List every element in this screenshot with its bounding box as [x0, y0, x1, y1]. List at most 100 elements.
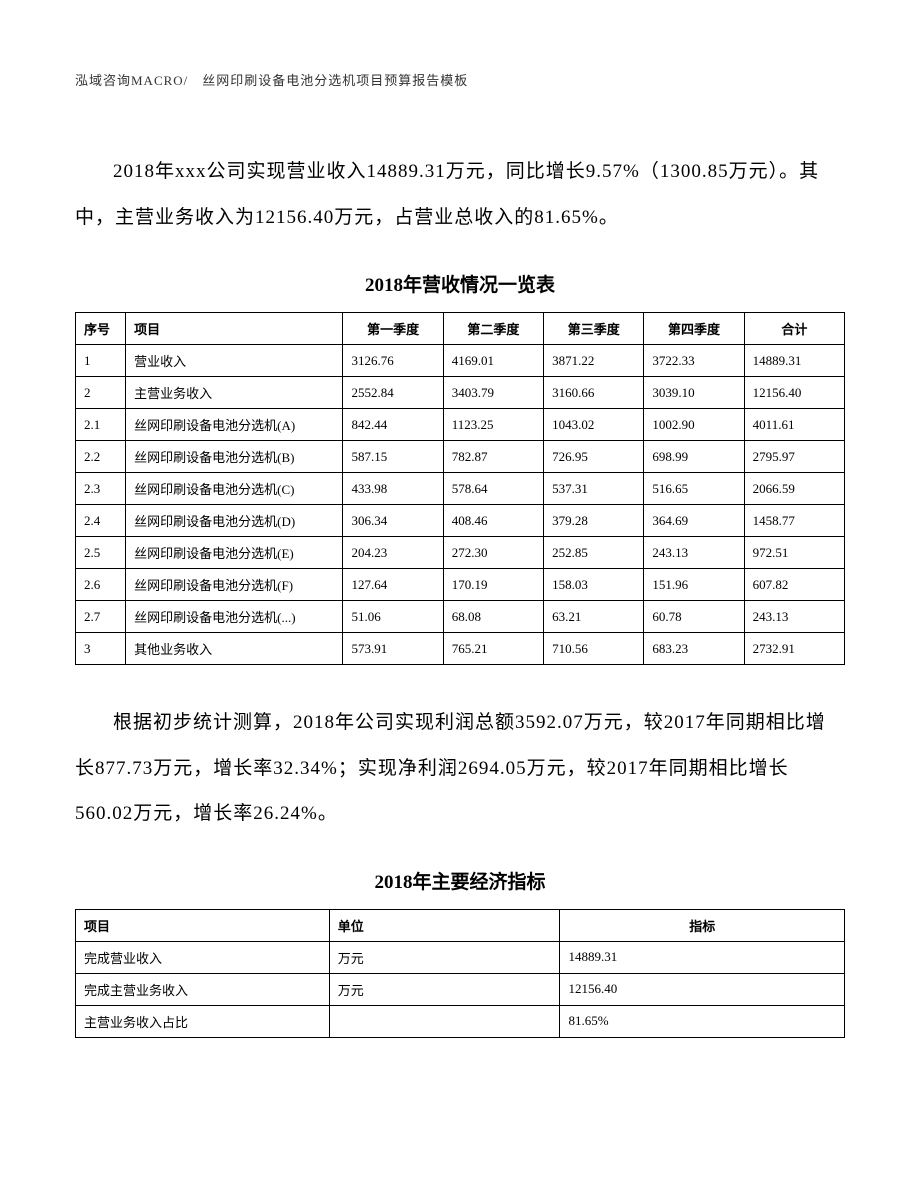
table-cell: 63.21	[544, 601, 644, 633]
table-cell: 972.51	[744, 537, 844, 569]
table-cell: 万元	[329, 941, 560, 973]
table-row: 完成营业收入万元14889.31	[76, 941, 845, 973]
table-cell: 丝网印刷设备电池分选机(...)	[126, 601, 343, 633]
table-cell: 516.65	[644, 473, 744, 505]
table-cell: 607.82	[744, 569, 844, 601]
table-cell: 14889.31	[560, 941, 845, 973]
col-q2: 第二季度	[443, 313, 543, 345]
table-cell: 2.1	[76, 409, 126, 441]
table-cell: 主营业务收入	[126, 377, 343, 409]
col-unit: 单位	[329, 909, 560, 941]
table-cell: 14889.31	[744, 345, 844, 377]
table-cell: 3126.76	[343, 345, 443, 377]
table-cell: 306.34	[343, 505, 443, 537]
table-row: 2.2丝网印刷设备电池分选机(B)587.15782.87726.95698.9…	[76, 441, 845, 473]
table-cell: 3722.33	[644, 345, 744, 377]
col-q3: 第三季度	[544, 313, 644, 345]
table-cell: 252.85	[544, 537, 644, 569]
table-row: 完成主营业务收入万元12156.40	[76, 973, 845, 1005]
table-cell: 丝网印刷设备电池分选机(C)	[126, 473, 343, 505]
col-serial: 序号	[76, 313, 126, 345]
table-cell: 3039.10	[644, 377, 744, 409]
table-row: 3其他业务收入573.91765.21710.56683.232732.91	[76, 633, 845, 665]
table-cell: 151.96	[644, 569, 744, 601]
table-cell: 营业收入	[126, 345, 343, 377]
table-cell: 3871.22	[544, 345, 644, 377]
table-cell: 408.46	[443, 505, 543, 537]
table-row: 2.7丝网印刷设备电池分选机(...)51.0668.0863.2160.782…	[76, 601, 845, 633]
table-header-row: 项目 单位 指标	[76, 909, 845, 941]
table-cell: 2.4	[76, 505, 126, 537]
table-cell: 丝网印刷设备电池分选机(F)	[126, 569, 343, 601]
table-cell: 2.3	[76, 473, 126, 505]
table-cell: 433.98	[343, 473, 443, 505]
col-q1: 第一季度	[343, 313, 443, 345]
table-row: 2.6丝网印刷设备电池分选机(F)127.64170.19158.03151.9…	[76, 569, 845, 601]
table-cell: 782.87	[443, 441, 543, 473]
revenue-table: 序号 项目 第一季度 第二季度 第三季度 第四季度 合计 1营业收入3126.7…	[75, 312, 845, 665]
table-cell: 81.65%	[560, 1005, 845, 1037]
table-cell: 丝网印刷设备电池分选机(A)	[126, 409, 343, 441]
table-cell: 2552.84	[343, 377, 443, 409]
table-cell: 4011.61	[744, 409, 844, 441]
table-cell: 243.13	[744, 601, 844, 633]
table-header-row: 序号 项目 第一季度 第二季度 第三季度 第四季度 合计	[76, 313, 845, 345]
table-cell: 其他业务收入	[126, 633, 343, 665]
table2-body: 完成营业收入万元14889.31完成主营业务收入万元12156.40主营业务收入…	[76, 941, 845, 1037]
table-cell: 60.78	[644, 601, 744, 633]
table-cell: 364.69	[644, 505, 744, 537]
table-cell: 2.7	[76, 601, 126, 633]
table-cell: 765.21	[443, 633, 543, 665]
table-cell: 2	[76, 377, 126, 409]
table-cell: 4169.01	[443, 345, 543, 377]
table-cell: 1123.25	[443, 409, 543, 441]
table-cell	[329, 1005, 560, 1037]
table-cell: 587.15	[343, 441, 443, 473]
col-q4: 第四季度	[644, 313, 744, 345]
table-cell: 726.95	[544, 441, 644, 473]
paragraph-1: 2018年xxx公司实现营业收入14889.31万元，同比增长9.57%（130…	[75, 149, 845, 240]
document-header: 泓域咨询MACRO/ 丝网印刷设备电池分选机项目预算报告模板	[75, 70, 845, 89]
table-cell: 12156.40	[560, 973, 845, 1005]
table-cell: 1	[76, 345, 126, 377]
table-cell: 3403.79	[443, 377, 543, 409]
table-cell: 主营业务收入占比	[76, 1005, 330, 1037]
table-cell: 完成主营业务收入	[76, 973, 330, 1005]
table-cell: 842.44	[343, 409, 443, 441]
table-cell: 1002.90	[644, 409, 744, 441]
table-cell: 万元	[329, 973, 560, 1005]
table-cell: 2.5	[76, 537, 126, 569]
table-cell: 2795.97	[744, 441, 844, 473]
table-row: 主营业务收入占比 81.65%	[76, 1005, 845, 1037]
table-cell: 1458.77	[744, 505, 844, 537]
table-cell: 127.64	[343, 569, 443, 601]
table-cell: 2.6	[76, 569, 126, 601]
table2-title: 2018年主要经济指标	[75, 867, 845, 894]
table-cell: 丝网印刷设备电池分选机(E)	[126, 537, 343, 569]
table-cell: 243.13	[644, 537, 744, 569]
table-cell: 3160.66	[544, 377, 644, 409]
table-cell: 379.28	[544, 505, 644, 537]
table-row: 2.3丝网印刷设备电池分选机(C)433.98578.64537.31516.6…	[76, 473, 845, 505]
table-row: 2.5丝网印刷设备电池分选机(E)204.23272.30252.85243.1…	[76, 537, 845, 569]
table-cell: 51.06	[343, 601, 443, 633]
col-project: 项目	[76, 909, 330, 941]
col-total: 合计	[744, 313, 844, 345]
table-cell: 537.31	[544, 473, 644, 505]
table-row: 2.4丝网印刷设备电池分选机(D)306.34408.46379.28364.6…	[76, 505, 845, 537]
table-cell: 12156.40	[744, 377, 844, 409]
table1-body: 1营业收入3126.764169.013871.223722.3314889.3…	[76, 345, 845, 665]
col-item: 项目	[126, 313, 343, 345]
table-cell: 272.30	[443, 537, 543, 569]
table-cell: 完成营业收入	[76, 941, 330, 973]
table-cell: 573.91	[343, 633, 443, 665]
table-cell: 578.64	[443, 473, 543, 505]
table-cell: 204.23	[343, 537, 443, 569]
table-cell: 2732.91	[744, 633, 844, 665]
table-cell: 683.23	[644, 633, 744, 665]
col-indicator: 指标	[560, 909, 845, 941]
table-cell: 2066.59	[744, 473, 844, 505]
table-cell: 158.03	[544, 569, 644, 601]
table-row: 1营业收入3126.764169.013871.223722.3314889.3…	[76, 345, 845, 377]
table-cell: 68.08	[443, 601, 543, 633]
